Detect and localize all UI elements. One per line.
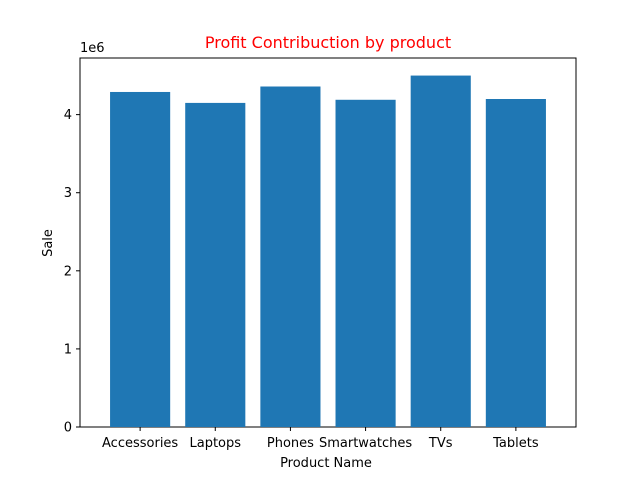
chart-title: Profit Contribuction by product (205, 33, 451, 52)
plot-frame (79, 57, 577, 428)
x-tick-label: Accessories (102, 436, 178, 451)
y-axis-offset-label: 1e6 (80, 41, 105, 56)
y-tick-label: 4 (64, 108, 72, 123)
bar-tablets (485, 99, 546, 427)
x-tick-label: TVs (428, 436, 453, 451)
bar-accessories (110, 91, 171, 427)
y-axis-label: Sale (41, 229, 56, 257)
bar-phones (260, 86, 321, 427)
y-tick-label: 3 (64, 186, 72, 201)
y-axis: 0 1 2 3 4 (64, 108, 80, 436)
bar-tvs (410, 75, 471, 428)
y-tick-label: 2 (64, 264, 72, 279)
bar-laptops (185, 102, 246, 428)
y-tick-label: 0 (64, 421, 72, 436)
x-tick-label: Smartwatches (319, 436, 412, 451)
x-axis: Accessories Laptops Phones Smartwatches TVs T… (102, 427, 539, 451)
x-tick-label: Tablets (492, 436, 539, 451)
y-tick-label: 1 (64, 342, 72, 357)
bars-group (110, 75, 546, 428)
x-tick-label: Laptops (189, 436, 241, 451)
x-axis-label: Product Name (280, 456, 372, 471)
plot-area (79, 57, 577, 428)
x-tick-label: Phones (267, 436, 314, 451)
bar-smartwatches (335, 99, 396, 428)
